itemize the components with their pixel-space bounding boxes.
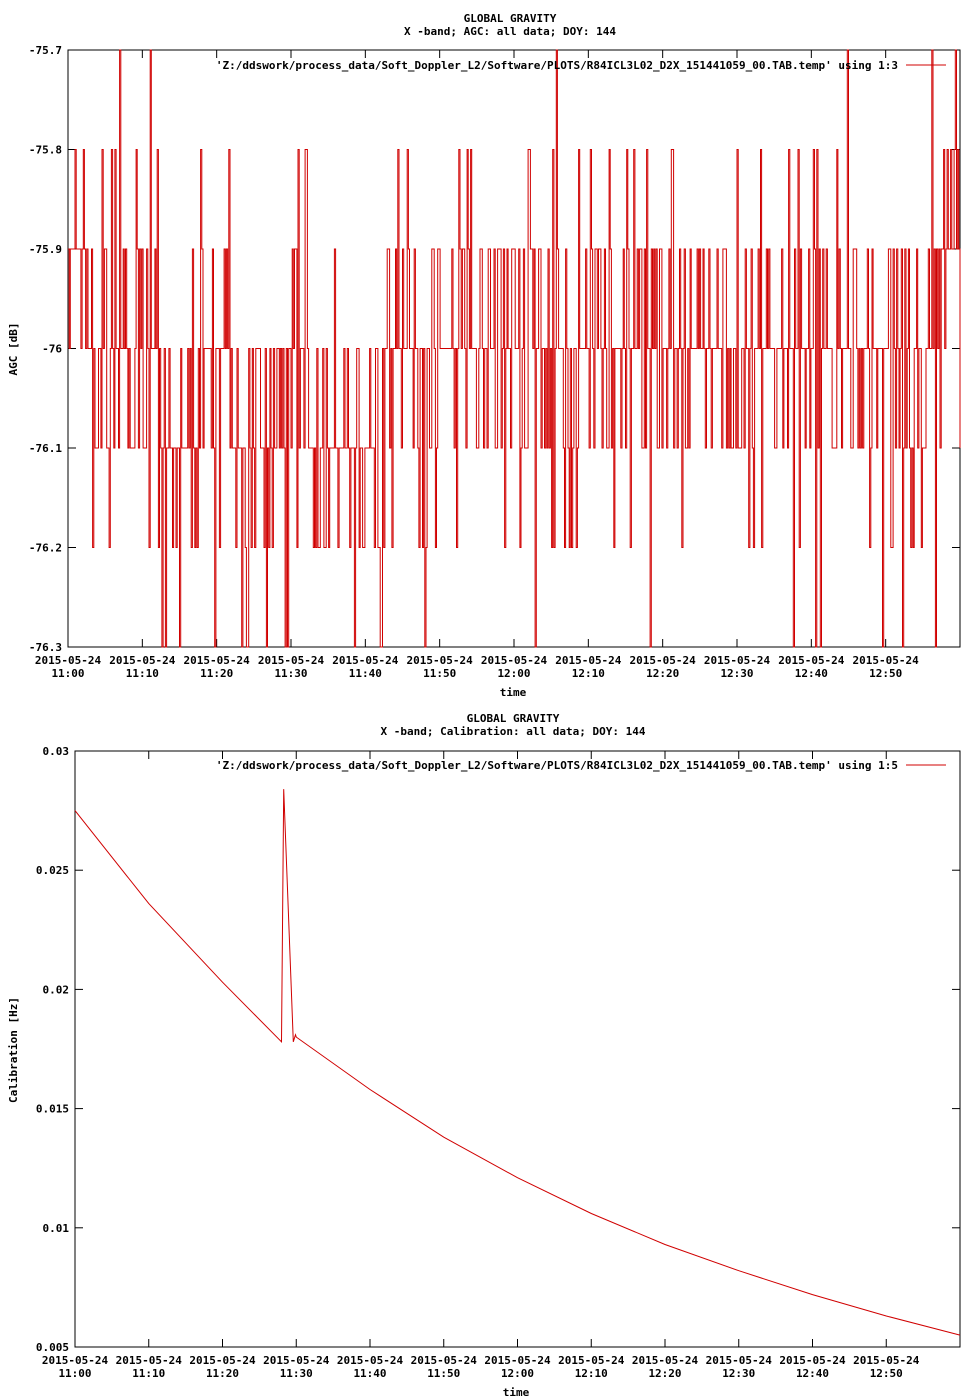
x-tick-time-label: 12:40 bbox=[796, 1367, 829, 1380]
x-tick-time-label: 11:20 bbox=[206, 1367, 239, 1380]
y-tick-label: -76.1 bbox=[29, 442, 62, 455]
x-tick-time-label: 12:30 bbox=[720, 667, 753, 680]
x-tick-time-label: 11:40 bbox=[349, 667, 382, 680]
x-tick-date-label: 2015-05-24 bbox=[411, 1354, 478, 1367]
chart-calibration-y-label: Calibration [Hz] bbox=[7, 997, 20, 1103]
y-tick-label: 0.015 bbox=[36, 1103, 69, 1116]
x-tick-time-label: 11:50 bbox=[423, 667, 456, 680]
x-tick-time-label: 12:00 bbox=[501, 1367, 534, 1380]
chart-calibration-legend-label: 'Z:/ddswork/process_data/Soft_Doppler_L2… bbox=[216, 759, 898, 772]
x-tick-time-label: 12:30 bbox=[722, 1367, 755, 1380]
y-tick-label: 0.02 bbox=[43, 983, 70, 996]
x-tick-time-label: 12:50 bbox=[869, 667, 902, 680]
y-tick-label: -76.2 bbox=[29, 542, 62, 555]
x-tick-date-label: 2015-05-24 bbox=[779, 1354, 846, 1367]
x-tick-time-label: 11:30 bbox=[280, 1367, 313, 1380]
x-tick-date-label: 2015-05-24 bbox=[853, 1354, 920, 1367]
x-tick-date-label: 2015-05-24 bbox=[632, 1354, 699, 1367]
y-tick-label: 0.03 bbox=[43, 745, 70, 758]
y-tick-label: -76.3 bbox=[29, 641, 62, 654]
x-tick-time-label: 11:50 bbox=[427, 1367, 460, 1380]
x-tick-date-label: 2015-05-24 bbox=[558, 1354, 625, 1367]
chart-calibration-y-ticks: 0.03 0.025 0.02 0.015 0.01 0.005 bbox=[36, 745, 960, 1354]
chart-agc-y-label: AGC [dB] bbox=[7, 323, 20, 376]
x-tick-date-label: 2015-05-24 bbox=[35, 654, 102, 667]
chart-agc-x-ticks: 2015-05-2411:002015-05-2411:102015-05-24… bbox=[35, 50, 919, 680]
chart-agc-subtitle: X -band; AGC: all data; DOY: 144 bbox=[404, 25, 616, 38]
x-tick-time-label: 12:40 bbox=[795, 667, 828, 680]
chart-calibration: GLOBAL GRAVITY X -band; Calibration: all… bbox=[7, 712, 961, 1399]
chart-agc-series-line bbox=[68, 49, 961, 648]
x-tick-date-label: 2015-05-24 bbox=[778, 654, 845, 667]
x-tick-date-label: 2015-05-24 bbox=[484, 1354, 551, 1367]
chart-calibration-subtitle: X -band; Calibration: all data; DOY: 144 bbox=[381, 725, 646, 738]
chart-agc-title: GLOBAL GRAVITY bbox=[464, 12, 557, 25]
chart-calibration-x-ticks: 2015-05-2411:002015-05-2411:102015-05-24… bbox=[42, 751, 920, 1380]
x-tick-date-label: 2015-05-24 bbox=[481, 654, 548, 667]
x-tick-time-label: 11:20 bbox=[200, 667, 233, 680]
y-tick-label: -75.8 bbox=[29, 144, 62, 157]
chart-agc-legend-label: 'Z:/ddswork/process_data/Soft_Doppler_L2… bbox=[216, 59, 898, 72]
x-tick-date-label: 2015-05-24 bbox=[337, 1354, 404, 1367]
x-tick-time-label: 11:30 bbox=[274, 667, 307, 680]
x-tick-time-label: 12:10 bbox=[572, 667, 605, 680]
y-tick-label: 0.01 bbox=[43, 1222, 70, 1235]
x-tick-date-label: 2015-05-24 bbox=[630, 654, 697, 667]
x-tick-time-label: 12:00 bbox=[497, 667, 530, 680]
x-tick-date-label: 2015-05-24 bbox=[407, 654, 474, 667]
x-tick-date-label: 2015-05-24 bbox=[706, 1354, 773, 1367]
x-tick-date-label: 2015-05-24 bbox=[109, 654, 176, 667]
x-tick-time-label: 11:00 bbox=[51, 667, 84, 680]
chart-calibration-series-line bbox=[74, 789, 961, 1336]
chart-calibration-x-label: time bbox=[503, 1386, 530, 1399]
x-tick-date-label: 2015-05-24 bbox=[42, 1354, 109, 1367]
chart-agc: GLOBAL GRAVITY X -band; AGC: all data; D… bbox=[7, 12, 961, 699]
x-tick-time-label: 11:40 bbox=[353, 1367, 386, 1380]
x-tick-date-label: 2015-05-24 bbox=[853, 654, 920, 667]
x-tick-time-label: 12:50 bbox=[870, 1367, 903, 1380]
x-tick-time-label: 12:20 bbox=[646, 667, 679, 680]
chart-calibration-frame bbox=[74, 750, 961, 1348]
x-tick-time-label: 12:20 bbox=[648, 1367, 681, 1380]
x-tick-time-label: 11:00 bbox=[58, 1367, 91, 1380]
x-tick-date-label: 2015-05-24 bbox=[258, 654, 325, 667]
chart-agc-x-label: time bbox=[500, 686, 527, 699]
x-tick-time-label: 12:10 bbox=[575, 1367, 608, 1380]
x-tick-date-label: 2015-05-24 bbox=[189, 1354, 256, 1367]
x-tick-date-label: 2015-05-24 bbox=[263, 1354, 330, 1367]
y-tick-label: 0.005 bbox=[36, 1341, 69, 1354]
y-tick-label: -75.9 bbox=[29, 243, 62, 256]
x-tick-date-label: 2015-05-24 bbox=[184, 654, 251, 667]
x-tick-date-label: 2015-05-24 bbox=[332, 654, 399, 667]
y-tick-label: 0.025 bbox=[36, 864, 69, 877]
y-tick-label: -76 bbox=[42, 343, 62, 356]
x-tick-time-label: 11:10 bbox=[132, 1367, 165, 1380]
chart-calibration-title: GLOBAL GRAVITY bbox=[467, 712, 560, 725]
x-tick-date-label: 2015-05-24 bbox=[116, 1354, 183, 1367]
x-tick-date-label: 2015-05-24 bbox=[555, 654, 622, 667]
x-tick-date-label: 2015-05-24 bbox=[704, 654, 771, 667]
y-tick-label: -75.7 bbox=[29, 44, 62, 57]
x-tick-time-label: 11:10 bbox=[126, 667, 159, 680]
